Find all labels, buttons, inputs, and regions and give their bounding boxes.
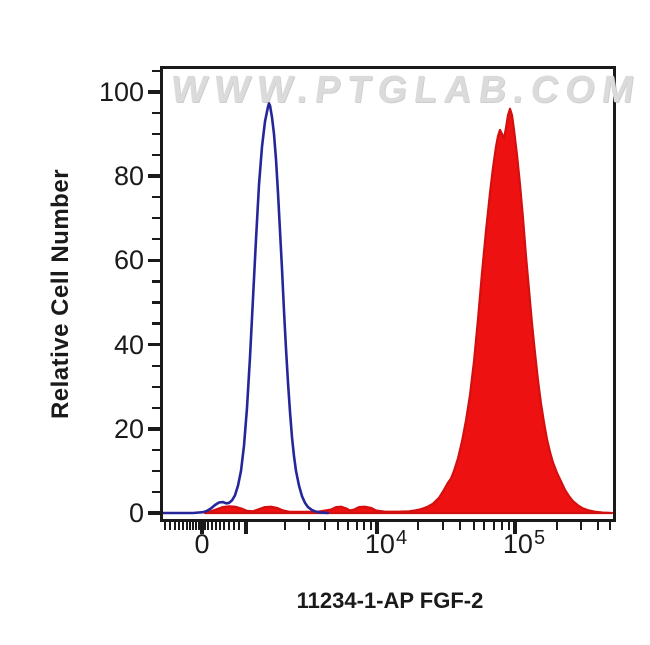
x-minor-tick <box>206 522 210 530</box>
x-minor-tick <box>416 522 420 530</box>
y-tick-label: 60 <box>113 245 144 276</box>
y-major-tick <box>148 342 160 347</box>
x-minor-tick <box>203 522 207 530</box>
y-minor-tick <box>152 301 160 304</box>
x-minor-tick <box>210 522 214 530</box>
x-minor-tick <box>336 522 340 530</box>
x-minor-tick <box>163 522 167 530</box>
x-minor-tick <box>222 522 226 530</box>
x-minor-tick <box>173 522 177 530</box>
x-minor-tick <box>168 522 172 530</box>
x-tick-exponent: 5 <box>533 527 546 549</box>
x-major-tick <box>513 522 517 534</box>
x-axis-title: 11234-1-AP FGF-2 <box>296 588 484 613</box>
y-minor-tick <box>152 469 160 472</box>
x-minor-tick <box>362 522 366 530</box>
y-minor-tick <box>152 364 160 367</box>
y-minor-tick <box>152 238 160 241</box>
y-major-tick <box>148 511 160 515</box>
x-minor-tick <box>441 522 445 530</box>
histogram-curves <box>163 102 613 515</box>
x-minor-tick <box>355 522 359 530</box>
y-minor-tick <box>152 133 160 136</box>
x-tick-label: 105 <box>502 527 546 559</box>
plot-area: WWW.PTGLAB.COM <box>160 66 644 522</box>
y-minor-tick <box>152 196 160 199</box>
x-tick-label: 0 <box>194 529 210 559</box>
y-minor-tick <box>152 385 160 388</box>
x-major-tick <box>375 522 379 534</box>
x-minor-tick <box>346 522 350 530</box>
x-tick-exponent: 4 <box>395 527 408 549</box>
y-major-tick <box>148 427 160 431</box>
y-minor-tick <box>152 154 160 157</box>
y-tick-label: 40 <box>113 329 144 360</box>
x-minor-tick <box>307 522 311 530</box>
y-minor-tick <box>152 406 160 409</box>
x-minor-tick <box>227 522 231 530</box>
y-minor-tick <box>152 322 160 325</box>
x-minor-tick <box>194 522 198 530</box>
x-minor-tick <box>458 522 462 530</box>
x-minor-tick <box>214 522 218 530</box>
x-major-tick <box>200 522 204 534</box>
y-minor-tick <box>152 490 160 494</box>
y-major-tick <box>148 174 160 178</box>
x-minor-tick <box>482 522 486 530</box>
x-minor-tick <box>237 522 241 530</box>
y-tick-label: 100 <box>98 77 144 107</box>
y-tick-label: 80 <box>113 161 144 192</box>
y-major-tick <box>148 258 160 263</box>
x-minor-tick <box>218 522 222 530</box>
y-minor-tick <box>152 69 160 73</box>
x-minor-tick <box>283 522 287 530</box>
x-minor-tick <box>472 522 476 530</box>
y-minor-tick <box>152 280 160 283</box>
x-minor-tick <box>232 522 236 530</box>
x-minor-tick <box>369 522 373 530</box>
x-minor-tick <box>188 522 192 530</box>
x-minor-tick <box>608 522 612 530</box>
x-minor-tick <box>500 522 504 530</box>
x-minor-tick <box>555 522 559 530</box>
y-minor-tick <box>152 448 160 451</box>
x-minor-tick <box>191 522 195 530</box>
y-tick-label: 0 <box>128 498 144 528</box>
y-tick-label: 20 <box>113 413 144 444</box>
x-minor-tick <box>579 522 583 530</box>
x-minor-tick <box>185 522 189 530</box>
x-major-tick <box>244 522 248 534</box>
y-minor-tick <box>152 111 160 115</box>
x-tick-label: 104 <box>364 527 408 559</box>
y-major-tick <box>148 90 160 94</box>
x-minor-tick <box>596 522 600 530</box>
x-minor-tick <box>323 522 327 530</box>
x-minor-tick <box>197 522 201 530</box>
x-minor-tick <box>507 522 511 530</box>
red-filled-histogram <box>203 107 613 515</box>
x-minor-tick <box>492 522 496 530</box>
x-minor-tick <box>181 522 185 530</box>
y-minor-tick <box>152 217 160 220</box>
x-minor-tick <box>177 522 181 530</box>
blue-outline-histogram <box>163 102 330 515</box>
